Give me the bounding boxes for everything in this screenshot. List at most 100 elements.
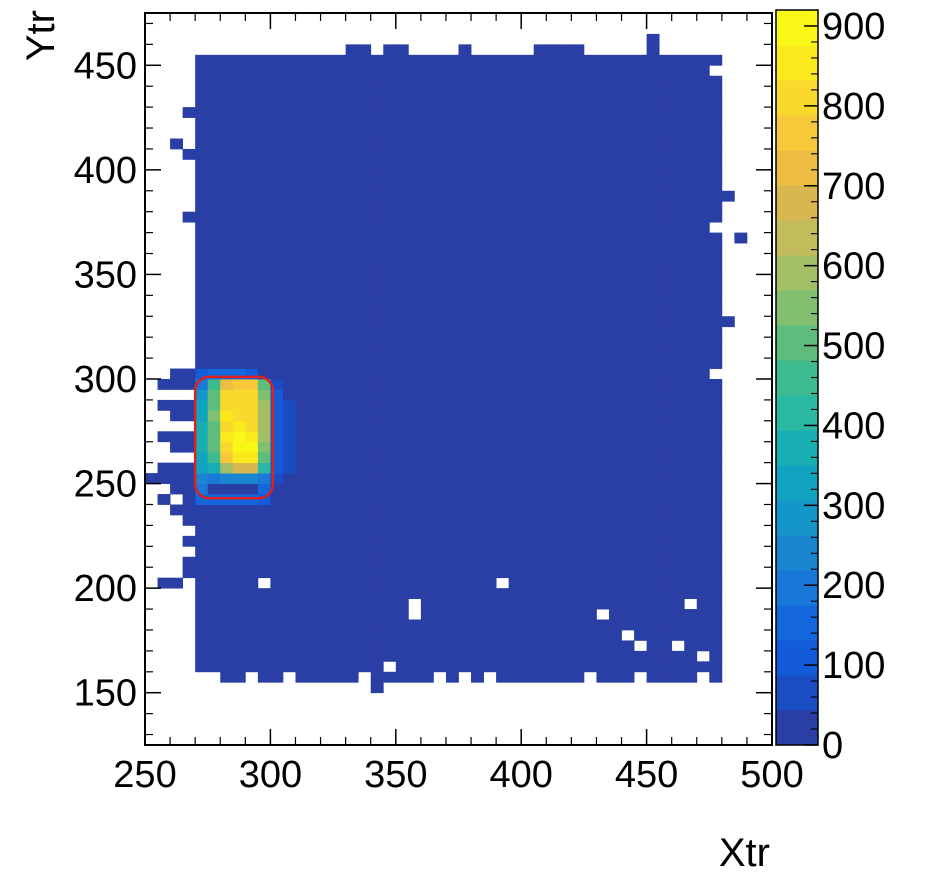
heatmap-cell	[458, 337, 472, 349]
heatmap-cell	[245, 284, 259, 296]
heatmap-cell	[220, 441, 234, 453]
heatmap-cell	[646, 473, 660, 484]
heatmap-cell	[646, 598, 660, 610]
heatmap-cell	[634, 190, 647, 202]
heatmap-cell	[433, 535, 447, 547]
heatmap-cell	[195, 222, 209, 233]
heatmap-cell	[709, 117, 723, 129]
heatmap-cell	[320, 128, 334, 139]
heatmap-cell	[646, 399, 660, 411]
heatmap-cell	[370, 159, 384, 171]
heatmap-cell	[646, 117, 660, 129]
heatmap-cell	[571, 190, 585, 202]
heatmap-cell	[195, 347, 209, 359]
heatmap-cell	[583, 389, 597, 401]
heatmap-cell	[608, 619, 622, 631]
heatmap-cell	[420, 535, 434, 547]
heatmap-cell	[345, 96, 359, 108]
heatmap-cell	[257, 368, 271, 380]
heatmap-cell	[408, 274, 422, 286]
heatmap-cell	[308, 169, 321, 181]
heatmap-cell	[646, 441, 660, 453]
heatmap-cell	[358, 431, 372, 443]
heatmap-cell	[621, 211, 635, 223]
heatmap-cell	[295, 410, 309, 422]
heatmap-cell	[308, 128, 321, 139]
heatmap-cell	[245, 190, 259, 202]
heatmap-cell	[282, 399, 296, 411]
heatmap-cell	[696, 263, 710, 275]
heatmap-cell	[207, 546, 221, 558]
heatmap-cell	[496, 117, 510, 129]
heatmap-cell	[471, 305, 484, 317]
heatmap-cell	[170, 483, 184, 495]
heatmap-cell	[295, 128, 309, 139]
heatmap-cell	[583, 452, 597, 464]
heatmap-cell	[508, 243, 522, 254]
heatmap-cell	[634, 389, 647, 401]
heatmap-cell	[458, 148, 472, 160]
heatmap-cell	[659, 441, 673, 453]
heatmap-cell	[533, 347, 547, 359]
heatmap-cell	[471, 504, 484, 516]
heatmap-cell	[370, 253, 384, 265]
heatmap-cell	[634, 525, 647, 537]
heatmap-cell	[383, 211, 397, 223]
heatmap-cell	[245, 504, 259, 516]
heatmap-cell	[320, 462, 334, 474]
heatmap-cell	[471, 284, 484, 296]
heatmap-cell	[571, 588, 585, 599]
heatmap-cell	[257, 337, 271, 349]
heatmap-cell	[195, 148, 209, 160]
heatmap-cell	[220, 222, 234, 233]
heatmap-cell	[483, 452, 497, 464]
heatmap-cell	[270, 420, 284, 432]
heatmap-cell	[395, 671, 409, 683]
heatmap-cell	[157, 399, 171, 411]
heatmap-cell	[308, 546, 321, 558]
heatmap-cell	[471, 54, 484, 66]
heatmap-cell	[420, 86, 434, 98]
heatmap-cell	[207, 598, 221, 610]
heatmap-cell	[333, 473, 347, 484]
heatmap-cell	[571, 305, 585, 317]
heatmap-cell	[571, 441, 585, 453]
heatmap-cell	[320, 347, 334, 359]
heatmap-cell	[383, 347, 397, 359]
heatmap-cell	[583, 65, 597, 77]
heatmap-cell	[521, 243, 535, 254]
heatmap-cell	[220, 107, 234, 118]
heatmap-cell	[546, 169, 560, 181]
heatmap-cell	[521, 358, 535, 369]
heatmap-cell	[608, 263, 622, 275]
heatmap-cell	[245, 253, 259, 265]
heatmap-cell	[546, 65, 560, 77]
heatmap-cell	[433, 441, 447, 453]
heatmap-cell	[471, 274, 484, 286]
heatmap-cell	[496, 263, 510, 275]
heatmap-cell	[333, 535, 347, 547]
heatmap-cell	[445, 190, 459, 202]
heatmap-cell	[634, 159, 647, 171]
heatmap-cell	[646, 86, 660, 98]
heatmap-cell	[671, 243, 685, 254]
heatmap-cell	[684, 232, 698, 244]
heatmap-cell	[608, 462, 622, 474]
heatmap-cell	[709, 420, 723, 432]
heatmap-cell	[546, 75, 560, 87]
heatmap-cell	[496, 159, 510, 171]
heatmap-cell	[257, 107, 271, 118]
heatmap-cell	[383, 619, 397, 631]
heatmap-cell	[433, 410, 447, 422]
heatmap-cell	[195, 514, 209, 526]
heatmap-cell	[671, 514, 685, 526]
heatmap-cell	[646, 222, 660, 233]
heatmap-cell	[458, 619, 472, 631]
heatmap-cell	[546, 295, 560, 307]
heatmap-cell	[395, 96, 409, 108]
heatmap-cell	[621, 86, 635, 98]
heatmap-cell	[696, 295, 710, 307]
heatmap-cell	[420, 305, 434, 317]
heatmap-cell	[395, 347, 409, 359]
